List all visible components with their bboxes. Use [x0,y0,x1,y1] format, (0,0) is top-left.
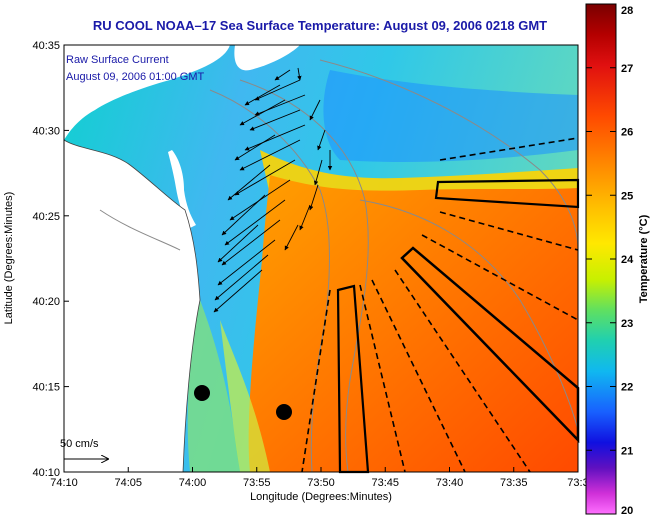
x-tick-label: 73:3 [567,477,588,489]
x-tick-label: 73:45 [371,477,399,489]
coastline [64,139,201,472]
land-north [64,45,230,140]
y-tick-label: 40:35 [32,40,60,52]
colorbar-tick-label: 26 [621,127,633,139]
dashed-sector-lines [301,137,579,473]
x-tick-label: 73:50 [307,477,335,489]
current-vectors [213,67,333,313]
colorbar-tick-label: 22 [621,382,633,394]
y-tick-label: 40:25 [32,211,60,223]
x-tick-label: 74:05 [114,477,142,489]
current-time-label: August 09, 2006 01:00 GMT [66,71,204,83]
bathymetry-contours [99,59,578,472]
colorbar-tick-label: 21 [621,445,633,457]
cool-offshore-patch [323,70,578,162]
station-marker-1 [194,385,210,401]
colorbar-tick-label: 28 [621,5,633,17]
y-tick-label: 40:30 [32,125,60,137]
x-tick-label: 73:40 [436,477,464,489]
peninsula [168,150,196,228]
land-northeast [234,45,300,71]
station-marker-2 [276,404,292,420]
scale-label: 50 cm/s [60,438,99,450]
y-axis: 40:35 40:30 40:25 40:20 40:15 40:10 Latitude … [3,40,69,479]
colorbar-tick-label: 23 [621,318,633,330]
map-title: RU COOL NOAA–17 Sea Surface Temperature:… [93,18,547,33]
current-label: Raw Surface Current [66,54,169,66]
x-tick-label: 73:55 [243,477,271,489]
x-axis: 74:10 74:05 74:00 73:55 73:50 73:45 73:40 73:35… [50,467,589,503]
x-tick-label: 73:35 [500,477,528,489]
y-tick-label: 40:20 [32,296,60,308]
x-axis-label: Longitude (Degrees:Minutes) [250,491,392,503]
coastal-green-band [187,300,240,472]
coastal-yellow-band [220,320,270,472]
colorbar-label: Temperature (°C) [638,214,650,303]
colorbar-tick-label: 24 [621,254,634,266]
x-tick-label: 74:00 [179,477,207,489]
colorbar-tick-label: 20 [621,505,633,517]
land-west [64,140,200,472]
y-axis-label: Latitude (Degrees:Minutes) [3,192,15,325]
y-tick-label: 40:15 [32,382,60,394]
x-tick-label: 74:10 [50,477,78,489]
colorbar-tick-label: 25 [621,190,633,202]
sst-field [64,45,578,472]
colorbar: 28 27 26 25 24 23 22 21 20 Temperature (°C) [585,3,650,517]
y-tick-label: 40:10 [32,467,60,479]
warm-water-region [248,175,578,472]
colorbar-tick-label: 27 [621,63,633,75]
